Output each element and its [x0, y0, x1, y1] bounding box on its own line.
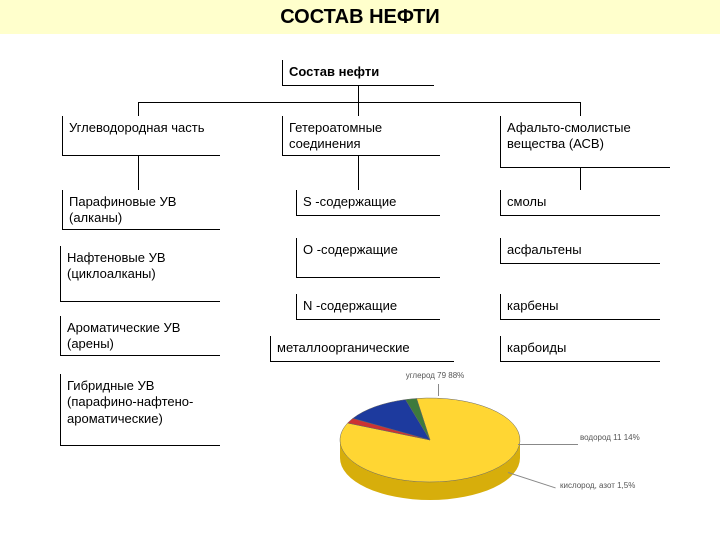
col-b-item: S -содержащие	[296, 190, 440, 216]
pie-label-oxygen: кислород, азот 1,5%	[560, 482, 650, 491]
callout	[438, 384, 439, 396]
connector	[138, 102, 139, 116]
branch-b: Гетероатомные соединения	[282, 116, 440, 156]
root-node: Состав нефти	[282, 60, 434, 86]
col-c-item: карбены	[500, 294, 660, 320]
connector	[138, 156, 139, 190]
col-a-item: Нафтеновые УВ (циклоалканы)	[60, 246, 220, 302]
col-b-item: O -содержащие	[296, 238, 440, 278]
col-c-item: карбоиды	[500, 336, 660, 362]
connector	[580, 102, 581, 116]
col-b-item: металлоорганические	[270, 336, 454, 362]
connector	[580, 168, 581, 190]
connector	[358, 102, 359, 116]
connector	[358, 156, 359, 190]
col-c-item: асфальтены	[500, 238, 660, 264]
branch-c: Афальто-смолистые вещества (АСВ)	[500, 116, 670, 168]
branch-a: Углеводородная часть	[62, 116, 220, 156]
col-c-item: смолы	[500, 190, 660, 216]
connector	[358, 86, 359, 102]
callout	[518, 444, 578, 445]
col-a-item: Ароматические УВ (арены)	[60, 316, 220, 356]
page-title: СОСТАВ НЕФТИ	[0, 0, 720, 34]
pie-label-hydrogen: водород 11 14%	[580, 434, 660, 443]
pie-svg	[250, 372, 670, 522]
page: { "title": "СОСТАВ НЕФТИ", "root": "Сост…	[0, 0, 720, 540]
connector	[138, 102, 580, 103]
col-a-item: Парафиновые УВ (алканы)	[62, 190, 220, 230]
col-a-item: Гибридные УВ (парафино-нафтено-ароматиче…	[60, 374, 220, 446]
col-b-item: N -содержащие	[296, 294, 440, 320]
pie-label-carbon: углерод 79 88%	[400, 372, 470, 381]
pie-chart: углерод 79 88% водород 11 14% кислород, …	[250, 372, 670, 522]
